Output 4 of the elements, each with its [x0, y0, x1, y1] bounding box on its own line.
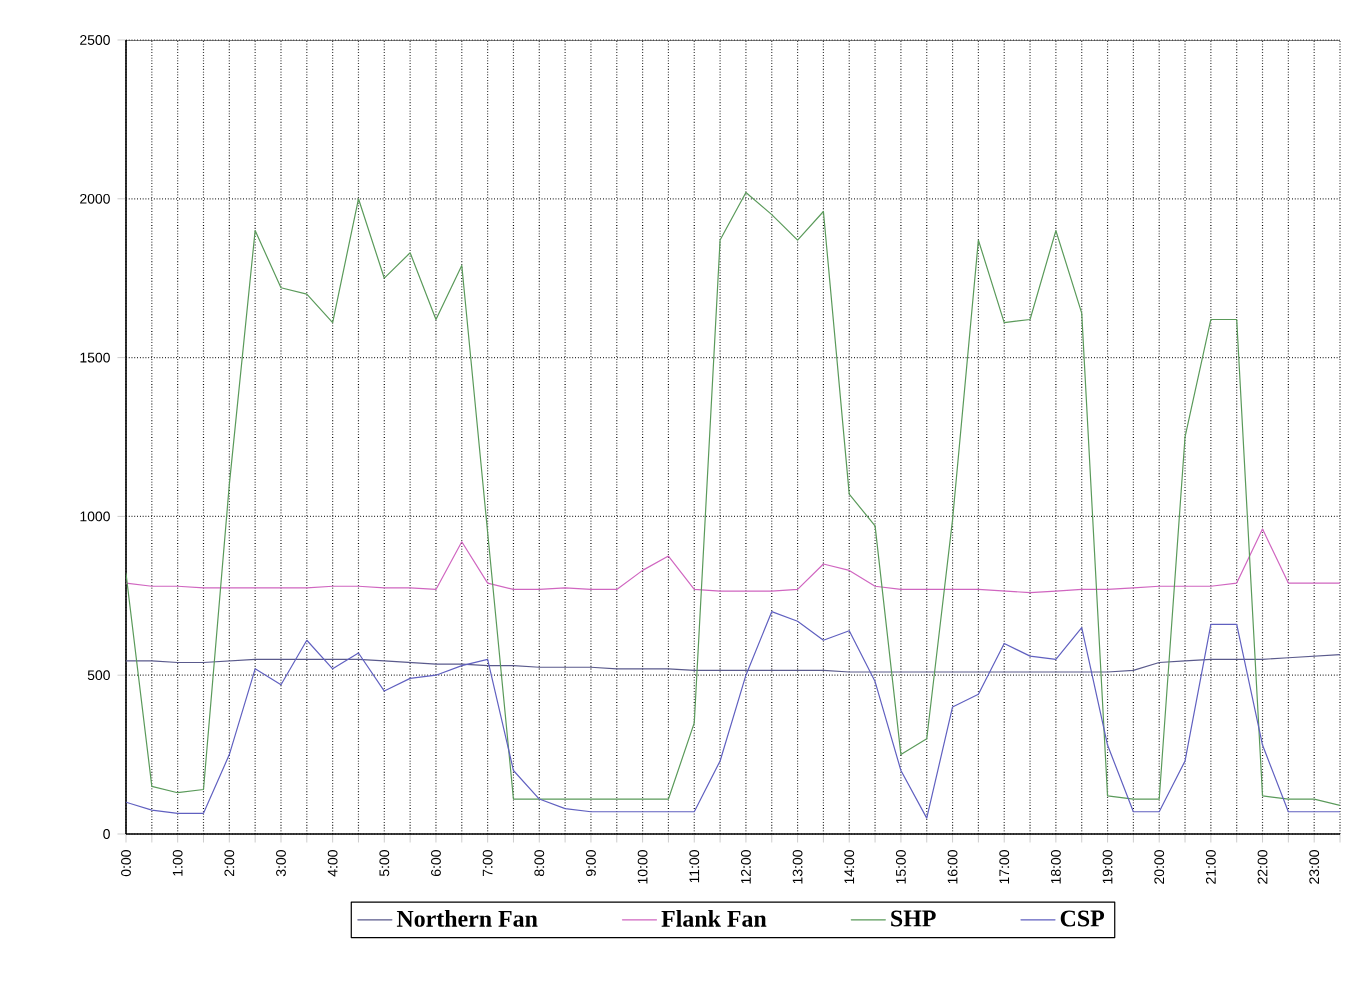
legend-label: Northern Fan: [396, 910, 538, 927]
legend-label: CSP: [1060, 910, 1105, 927]
legend-label: SHP: [891, 910, 936, 927]
legend-label: Flank Fan: [661, 910, 767, 927]
